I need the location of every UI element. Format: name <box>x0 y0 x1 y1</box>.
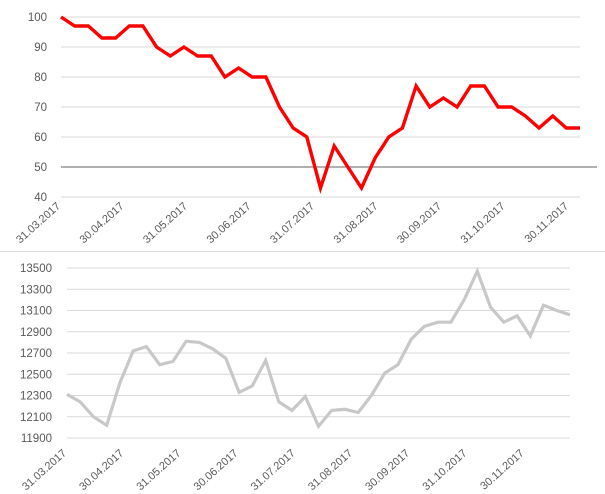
top-x-tick-label: 31.05.2017 <box>141 200 190 246</box>
top-y-tick-label: 80 <box>34 72 47 84</box>
top-x-tick-label: 31.07.2017 <box>268 200 317 246</box>
top-x-tick-label: 31.10.2017 <box>459 200 508 246</box>
top-x-tick-label: 30.09.2017 <box>395 200 444 246</box>
bottom-x-tick-label: 31.10.2017 <box>420 447 469 493</box>
bottom-y-tick-label: 13100 <box>20 306 52 318</box>
bottom-y-tick-label: 12700 <box>20 348 52 360</box>
bottom-x-tick-label: 30.09.2017 <box>363 447 412 493</box>
bottom-x-tick-label: 30.11.2017 <box>478 447 526 492</box>
top-x-tick-label: 31.03.2017 <box>14 200 63 246</box>
top-x-tick-label: 31.08.2017 <box>332 200 381 246</box>
bottom-x-tick-label: 31.03.2017 <box>20 447 69 493</box>
top-y-tick-label: 40 <box>34 192 47 204</box>
bottom-y-tick-label: 12900 <box>20 327 52 339</box>
top-y-tick-label: 90 <box>34 42 47 54</box>
bottom-y-axis: 13500 13300 13100 12900 12700 12500 12300 12100… <box>20 263 52 445</box>
bottom-y-tick-label: 12500 <box>20 369 52 381</box>
bottom-y-tick-label: 11900 <box>21 433 52 445</box>
bottom-y-tick-label: 12300 <box>20 391 52 403</box>
top-y-tick-label: 50 <box>34 162 47 174</box>
top-y-tick-label: 100 <box>28 12 47 24</box>
bottom-x-tick-label: 30.04.2017 <box>77 447 126 493</box>
chart-divider <box>0 251 605 252</box>
top-x-tick-label: 30.06.2017 <box>205 200 254 246</box>
top-x-tick-label: 30.04.2017 <box>78 200 127 246</box>
bottom-line-chart: 13500 13300 13100 12900 12700 12500 12300 12100… <box>20 263 571 493</box>
bottom-x-tick-label: 31.07.2017 <box>249 447 298 493</box>
bottom-y-tick-label: 12100 <box>20 412 52 424</box>
bottom-gridlines <box>67 267 570 439</box>
top-x-axis: 31.03.2017 30.04.2017 31.05.2017 30.06.2017… <box>14 200 571 246</box>
bottom-x-axis: 31.03.2017 30.04.2017 31.05.2017 30.06.2017… <box>20 447 527 493</box>
bottom-y-tick-label: 13500 <box>20 263 52 275</box>
top-y-tick-label: 70 <box>34 102 47 114</box>
top-x-tick-label: 30.11.2017 <box>523 200 571 245</box>
bottom-series-line <box>66 267 571 430</box>
bottom-x-tick-label: 31.08.2017 <box>306 447 355 493</box>
bottom-y-tick-label: 13300 <box>20 284 52 296</box>
top-y-tick-label: 60 <box>34 132 47 144</box>
top-series-line <box>60 15 580 194</box>
bottom-x-tick-label: 30.06.2017 <box>192 447 241 493</box>
top-y-axis: 100 90 80 70 60 50 40 <box>28 12 47 204</box>
bottom-x-tick-label: 31.05.2017 <box>134 447 183 493</box>
